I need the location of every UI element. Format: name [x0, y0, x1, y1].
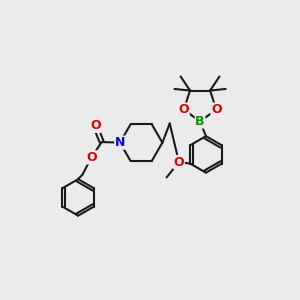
Text: O: O [86, 151, 97, 164]
Text: O: O [178, 103, 189, 116]
Text: O: O [90, 119, 101, 132]
Text: N: N [115, 136, 125, 149]
Text: O: O [174, 156, 184, 169]
Text: O: O [211, 103, 222, 116]
Text: B: B [195, 115, 205, 128]
